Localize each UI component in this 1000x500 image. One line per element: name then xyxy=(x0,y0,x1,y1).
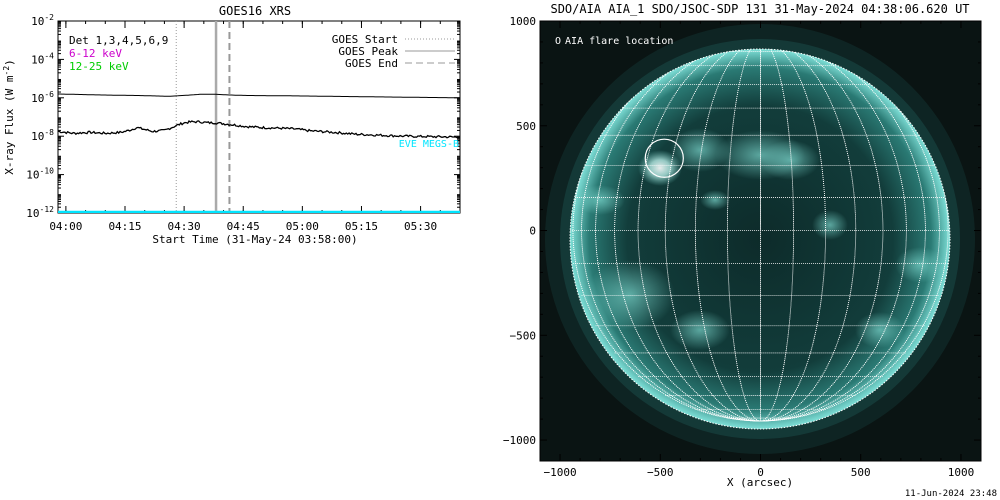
legend-goes-end-label: GOES End xyxy=(345,57,398,70)
goes-x-tick-label: 04:45 xyxy=(227,220,260,233)
goes-title: GOES16 XRS xyxy=(219,4,291,18)
goes-y-tick-label: 10-10 xyxy=(26,167,54,182)
goes-x-tick-label: 05:00 xyxy=(286,220,319,233)
active-regions xyxy=(575,128,945,350)
goes-y-tick-label: 10-4 xyxy=(31,51,54,66)
flare-location-circle xyxy=(644,138,684,178)
goes-legend-entry: Det 1,3,4,5,6,9 xyxy=(69,34,168,47)
aia-panel: SDO/AIA AIA_1 SDO/JSOC-SDP 131 31-May-20… xyxy=(503,2,997,499)
grid-longitude-line xyxy=(614,49,907,422)
aia-image: O AIA flare location xyxy=(540,21,981,461)
goes-xlabel: Start Time (31-May-24 03:58:00) xyxy=(152,233,357,246)
goes-y-tick-label: 10-8 xyxy=(31,128,54,143)
aia-title: SDO/AIA AIA_1 SDO/JSOC-SDP 131 31-May-20… xyxy=(550,2,969,16)
goes-legend-entry: 6-12 keV xyxy=(69,47,122,60)
goes-markers-legend: GOES Start GOES Peak GOES End xyxy=(332,33,455,70)
aia-x-tick-label: −1000 xyxy=(543,466,576,479)
goes-x-tick-label: 04:15 xyxy=(108,220,141,233)
goes-y-tick-label: 10-2 xyxy=(31,13,54,28)
aia-x-tick-label: 1000 xyxy=(948,466,975,479)
aia-legend-symbol: O xyxy=(555,36,561,47)
series-dots xyxy=(58,120,460,139)
goes-series-group xyxy=(58,21,460,213)
aia-legend-label: AIA flare location xyxy=(565,36,673,47)
aia-timestamp: 11-Jun-2024 23:48 xyxy=(905,489,997,499)
goes-legend-entry: 12-25 keV xyxy=(69,60,129,73)
goes-chart: GOES16 XRS X-ray Flux (W m-2) 10-12 10-10… xyxy=(2,4,461,246)
aia-y-tick-label: 500 xyxy=(516,120,536,133)
aia-x-tick-label: 500 xyxy=(851,466,871,479)
aia-xlabel: X (arcsec) xyxy=(727,476,793,489)
aia-axes: −1000 −500 0 500 1000 −1000 −500 0 500 1000 xyxy=(503,15,981,479)
eve-megs-label: EVE MEGS-B xyxy=(399,139,459,150)
solar-limb xyxy=(569,48,951,430)
aia-y-tick-label: −1000 xyxy=(503,434,536,447)
goes-y-tick-label: 10-6 xyxy=(31,90,54,105)
series-line xyxy=(58,93,460,99)
grid-longitude-line xyxy=(595,49,926,422)
aia-y-tick-label: 1000 xyxy=(510,15,537,28)
aia-x-tick-label: 0 xyxy=(757,466,764,479)
aia-y-tick-label: −500 xyxy=(510,329,537,342)
solar-disk xyxy=(570,49,950,429)
aia-y-tick-label: 0 xyxy=(529,225,536,238)
goes-x-tick-label: 05:15 xyxy=(345,220,378,233)
heliographic-grid xyxy=(570,49,950,422)
goes-ylabel: X-ray Flux (W m-2) xyxy=(2,59,16,175)
goes-y-axis: 10-12 10-10 10-8 10-6 10-4 10-2 xyxy=(26,13,460,220)
goes-x-tick-label: 04:00 xyxy=(49,220,82,233)
aia-x-tick-label: −500 xyxy=(647,466,674,479)
legend-goes-peak-label: GOES Peak xyxy=(338,45,398,58)
goes-x-axis: 04:00 04:15 04:30 04:45 05:00 05:15 05:30 xyxy=(49,21,461,233)
goes-x-tick-label: 05:30 xyxy=(404,220,437,233)
legend-goes-start-label: GOES Start xyxy=(332,33,398,46)
goes-x-tick-label: 04:30 xyxy=(168,220,201,233)
goes-y-tick-label: 10-12 xyxy=(26,205,54,220)
aia-legend: O AIA flare location xyxy=(555,36,673,47)
